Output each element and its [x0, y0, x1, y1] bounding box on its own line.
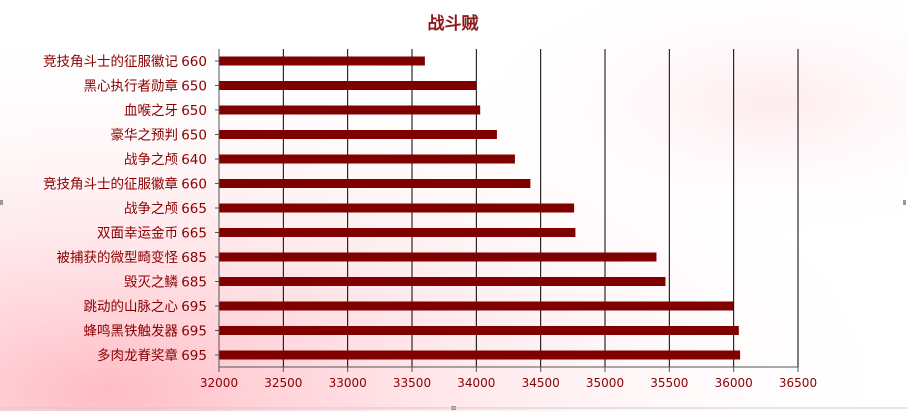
- category-label: 血喉之牙: [124, 103, 178, 119]
- bar: [219, 179, 531, 188]
- category-label: 跳动的山脉之心: [84, 299, 179, 315]
- item-level-label: 695: [181, 348, 207, 364]
- x-tick-label: 34500: [522, 376, 560, 390]
- item-level-label: 665: [181, 226, 207, 242]
- bar: [219, 105, 481, 115]
- item-level-label: 650: [181, 128, 207, 144]
- right-edge-mark: [903, 200, 906, 205]
- bar: [219, 301, 734, 311]
- category-label: 竞技角斗士的征服徽章: [43, 176, 178, 193]
- item-level-label: 650: [181, 103, 207, 119]
- category-label: 多肉龙脊奖章: [97, 347, 178, 364]
- category-label: 竞技角斗士的征服徽记: [43, 53, 178, 70]
- item-level-label: 660: [181, 54, 207, 70]
- x-tick-label: 35000: [586, 376, 624, 390]
- item-level-label: 665: [181, 201, 207, 217]
- x-tick-label: 35500: [650, 376, 688, 390]
- x-tick-label: 32000: [200, 376, 238, 390]
- item-level-label: 695: [181, 299, 207, 315]
- axes: 32000 32500 33000 33500 34000 34500 35000 35500…: [200, 49, 817, 390]
- x-tick-label: 36000: [715, 376, 753, 390]
- bar: [219, 56, 425, 66]
- category-label: 战争之颅: [124, 201, 178, 217]
- item-level-label: 685: [181, 275, 207, 291]
- category-labels: 660竞技角斗士的征服徽记650黑心执行者勋章650血喉之牙650豪华之预判64…: [43, 53, 207, 364]
- category-label: 双面幸运金币: [97, 226, 178, 242]
- bar: [219, 81, 477, 90]
- x-tick-label: 34000: [457, 376, 495, 390]
- category-label: 战争之颅: [124, 152, 178, 168]
- bar: [219, 326, 739, 335]
- x-tick-label: 36500: [779, 376, 817, 390]
- category-label: 蜂鸣黑铁触发器: [84, 323, 179, 340]
- bar: [219, 203, 575, 213]
- bars: [219, 56, 741, 360]
- chart-title: 战斗贼: [428, 13, 479, 34]
- edge-marks: [0, 200, 907, 410]
- bar: [219, 252, 657, 262]
- bar: [219, 228, 576, 237]
- category-label: 毁灭之鳞: [124, 275, 178, 291]
- item-level-label: 695: [181, 324, 207, 340]
- bar: [219, 130, 497, 139]
- item-level-label: 660: [181, 177, 207, 193]
- x-tick-label: 32500: [264, 376, 302, 390]
- bar: [219, 154, 515, 164]
- bar: [219, 350, 741, 360]
- item-level-label: 685: [181, 250, 207, 266]
- bar: [219, 277, 666, 286]
- item-level-label: 650: [181, 79, 207, 95]
- category-label: 被捕获的微型畸变怪: [57, 250, 179, 266]
- category-label: 豪华之预判: [111, 128, 179, 144]
- x-tick-label: 33000: [329, 376, 367, 390]
- x-tick-label: 33500: [393, 376, 431, 390]
- category-label: 黑心执行者勋章: [84, 78, 179, 95]
- left-edge-mark: [0, 200, 3, 205]
- item-level-label: 640: [181, 152, 207, 168]
